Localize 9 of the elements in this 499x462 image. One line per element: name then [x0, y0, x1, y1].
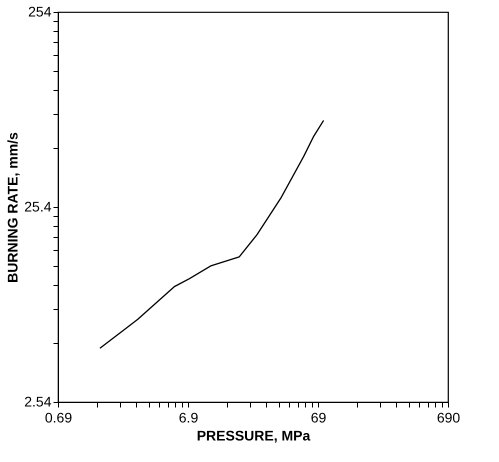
x-tick-label: 0.69	[44, 410, 72, 426]
y-tick-label: 25.4	[24, 198, 52, 214]
y-tick-label: 2.54	[24, 394, 52, 410]
x-tick-label: 6.9	[178, 410, 198, 426]
y-tick-label: 254	[28, 4, 52, 20]
x-axis-title: PRESSURE, MPa	[196, 428, 311, 444]
x-tick-label: 69	[310, 410, 326, 426]
x-tick-label: 690	[436, 410, 460, 426]
y-axis-title: BURNING RATE, mm/s	[4, 132, 20, 283]
